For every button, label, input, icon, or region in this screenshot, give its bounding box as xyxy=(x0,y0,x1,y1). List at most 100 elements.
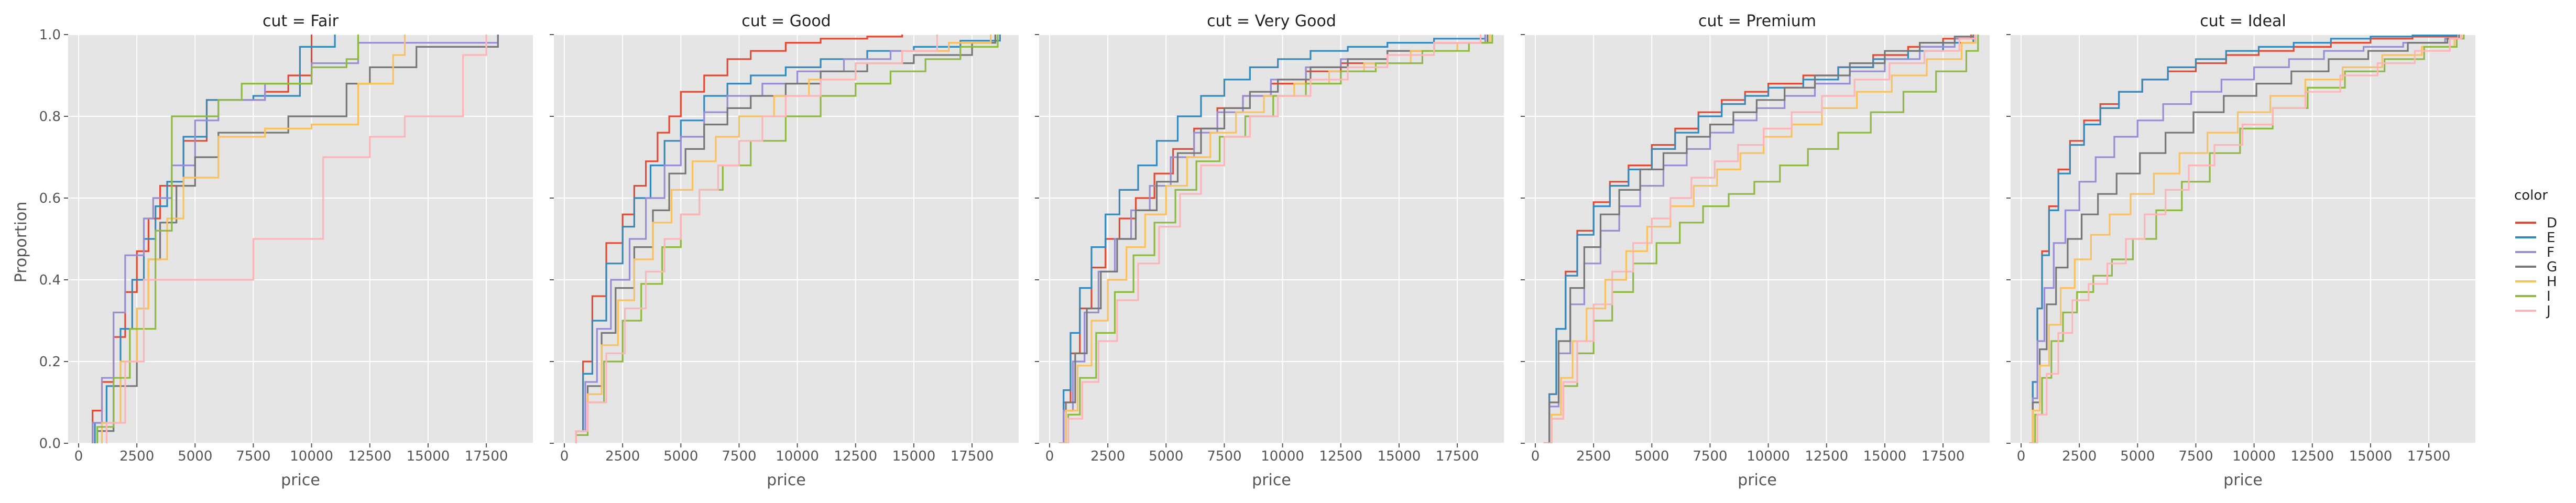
ecdf-series-I xyxy=(1058,35,1493,443)
ecdf-lines xyxy=(1058,35,1493,443)
legend-entry-label: E xyxy=(2547,230,2555,246)
legend-entry-label: H xyxy=(2547,274,2557,290)
ecdf-series-G xyxy=(1543,35,1974,443)
x-axis-label: price xyxy=(2223,471,2263,489)
ecdf-series-G xyxy=(1058,35,1489,443)
x-tick-label: 0 xyxy=(1045,449,1054,464)
x-tick-label: 10000 xyxy=(1261,449,1304,464)
ecdf-series-F xyxy=(575,35,997,443)
x-tick-label: 7500 xyxy=(1693,449,1727,464)
ecdf-series-G xyxy=(2029,35,2460,443)
legend-title: color xyxy=(2514,188,2548,203)
panel-title: cut = Good xyxy=(741,12,831,30)
y-tick-label: 1.0 xyxy=(39,27,61,43)
facet-panel: cut = Good 0 2500 5000 7500 10000 12500 15000 17… xyxy=(550,12,1019,489)
x-tick-label: 15000 xyxy=(2349,449,2393,464)
x-axis-label: price xyxy=(767,471,806,489)
x-tick-label: 10000 xyxy=(1747,449,1790,464)
x-tick-label: 5000 xyxy=(178,449,212,464)
x-tick-label: 7500 xyxy=(2178,449,2213,464)
x-tick-label: 12500 xyxy=(834,449,877,464)
x-tick-label: 12500 xyxy=(1319,449,1362,464)
x-tick-label: 0 xyxy=(74,449,83,464)
panel-background xyxy=(2011,35,2475,443)
y-tick-label: 0.0 xyxy=(39,436,61,452)
x-tick-label: 12500 xyxy=(2290,449,2334,464)
y-axis-label: Proportion xyxy=(12,202,30,283)
x-tick-label: 5000 xyxy=(1634,449,1669,464)
ecdf-series-I xyxy=(1543,35,1979,443)
x-tick-label: 17500 xyxy=(1436,449,1479,464)
x-tick-label: 12500 xyxy=(348,449,391,464)
facet-panel: cut = Ideal 0 2500 5000 7500 10000 12500 15000 1… xyxy=(2006,12,2475,489)
ecdf-series-E xyxy=(1543,35,1974,443)
ecdf-lines xyxy=(92,35,499,443)
x-tick-label: 2500 xyxy=(1090,449,1125,464)
legend-entry-label: D xyxy=(2547,215,2557,231)
legend-entry-label: F xyxy=(2547,245,2555,260)
ecdf-series-J xyxy=(2029,35,2462,443)
x-tick-label: 2500 xyxy=(119,449,154,464)
x-tick-label: 10000 xyxy=(2232,449,2276,464)
ecdf-series-G xyxy=(96,35,499,443)
ecdf-series-H xyxy=(2029,35,2462,443)
x-tick-label: 15000 xyxy=(892,449,936,464)
ecdf-series-E xyxy=(1058,35,1486,443)
ecdf-series-I xyxy=(96,35,359,443)
y-tick-label: 0.2 xyxy=(39,354,61,370)
x-tick-label: 2500 xyxy=(605,449,640,464)
x-tick-label: 17500 xyxy=(1922,449,1965,464)
x-tick-label: 5000 xyxy=(1149,449,1183,464)
ecdf-series-E xyxy=(575,35,1001,443)
ecdf-series-J xyxy=(575,35,938,443)
x-tick-label: 7500 xyxy=(236,449,270,464)
legend-entry-label: J xyxy=(2546,303,2551,319)
panel-title: cut = Fair xyxy=(263,12,339,30)
x-tick-label: 0 xyxy=(560,449,569,464)
ecdf-series-J xyxy=(105,35,487,443)
facet-panel: cut = Very Good 0 2500 5000 7500 10000 12500 15… xyxy=(1035,12,1504,489)
x-tick-label: 2500 xyxy=(1576,449,1611,464)
x-tick-label: 7500 xyxy=(722,449,756,464)
ecdf-series-J xyxy=(1543,35,1977,443)
y-tick-label: 0.4 xyxy=(39,272,61,288)
panel-title: cut = Premium xyxy=(1698,12,1816,30)
x-tick-label: 17500 xyxy=(951,449,994,464)
ecdf-lines xyxy=(2029,35,2465,443)
x-tick-label: 2500 xyxy=(2062,449,2097,464)
x-tick-label: 7500 xyxy=(1207,449,1241,464)
x-tick-label: 5000 xyxy=(2120,449,2155,464)
ecdf-series-E xyxy=(2029,35,2458,443)
ecdf-lines xyxy=(575,35,1001,443)
x-tick-label: 15000 xyxy=(1378,449,1421,464)
ecdf-series-F xyxy=(2029,35,2460,443)
x-tick-label: 15000 xyxy=(1863,449,1907,464)
panel-title: cut = Ideal xyxy=(2200,12,2286,30)
x-tick-label: 17500 xyxy=(465,449,508,464)
x-axis-label: price xyxy=(1252,471,1291,489)
ecdf-series-D xyxy=(92,35,313,443)
facet-panel: cut = Premium 0 2500 5000 7500 10000 12500 1500… xyxy=(1521,12,1990,489)
ecdf-series-J xyxy=(1058,35,1482,443)
x-tick-label: 0 xyxy=(2017,449,2026,464)
y-tick-label: 0.6 xyxy=(39,191,61,206)
x-axis-label: price xyxy=(1738,471,1777,489)
y-tick-label: 0.8 xyxy=(39,109,61,125)
x-tick-label: 12500 xyxy=(1805,449,1848,464)
ecdf-series-D xyxy=(575,35,903,443)
x-tick-label: 15000 xyxy=(407,449,450,464)
facet-panel: cut = Fair 0 2500 5000 7500 10000 12500 15000 17… xyxy=(39,12,533,489)
x-tick-label: 0 xyxy=(1531,449,1540,464)
ecdf-series-I xyxy=(575,35,999,443)
x-tick-label: 17500 xyxy=(2407,449,2451,464)
ecdf-lines xyxy=(1543,35,1979,443)
legend-entry-label: G xyxy=(2547,259,2557,275)
x-axis-label: price xyxy=(281,471,320,489)
panel-title: cut = Very Good xyxy=(1207,12,1336,30)
legend-entry-label: I xyxy=(2547,289,2551,304)
x-tick-label: 10000 xyxy=(776,449,819,464)
x-tick-label: 5000 xyxy=(663,449,698,464)
